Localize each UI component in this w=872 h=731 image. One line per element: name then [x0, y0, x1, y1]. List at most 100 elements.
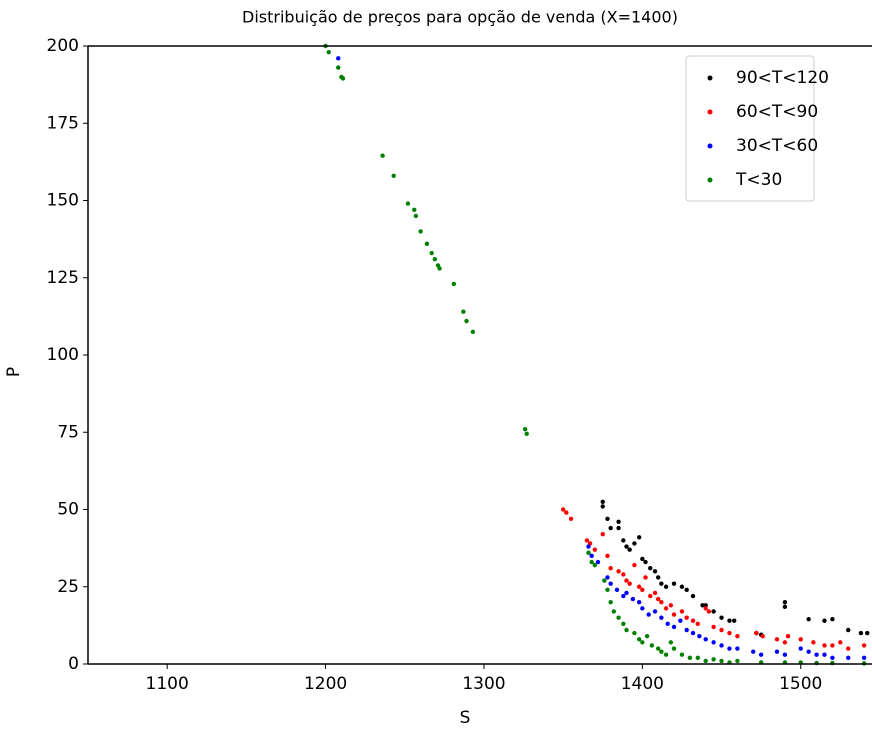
point	[611, 609, 617, 614]
y-axis-label: P	[4, 367, 24, 377]
point	[751, 649, 756, 654]
point	[846, 655, 851, 661]
legend-marker	[707, 75, 713, 81]
x-tick-label: 1100	[146, 674, 189, 694]
point	[326, 49, 331, 55]
point	[451, 281, 457, 287]
point	[340, 76, 346, 81]
point	[424, 241, 430, 246]
point	[624, 627, 629, 633]
point	[649, 643, 655, 648]
point	[632, 630, 637, 636]
point	[608, 581, 613, 586]
point	[671, 581, 677, 586]
point	[684, 587, 689, 593]
point	[432, 257, 438, 262]
point	[470, 329, 476, 335]
point	[624, 544, 629, 549]
x-tick-label: 1500	[779, 674, 822, 694]
point	[648, 593, 653, 599]
point	[624, 578, 629, 583]
point	[627, 547, 632, 552]
point	[461, 309, 466, 314]
point	[655, 575, 661, 580]
point	[616, 519, 621, 525]
point	[636, 535, 642, 540]
point	[418, 229, 423, 234]
point	[822, 618, 827, 623]
point	[624, 590, 629, 596]
point	[782, 640, 788, 645]
point	[616, 615, 621, 620]
point	[632, 541, 637, 546]
legend: 90<T<120 60<T<90 30<T<60 T<30	[685, 55, 829, 202]
point	[861, 643, 867, 648]
point	[711, 609, 716, 614]
point	[636, 637, 642, 642]
point	[589, 559, 594, 565]
point	[380, 153, 385, 158]
y-tick-label: 50	[57, 500, 79, 520]
point	[865, 630, 870, 636]
point	[659, 581, 664, 586]
chart-title: Distribuição de preços para opção de ven…	[242, 8, 678, 27]
point	[727, 630, 732, 636]
point	[679, 652, 685, 657]
point	[719, 643, 724, 648]
point	[782, 652, 788, 657]
point	[703, 606, 708, 611]
point	[703, 637, 708, 642]
point	[687, 655, 693, 661]
point	[700, 603, 705, 608]
point	[811, 640, 816, 645]
point	[719, 615, 724, 620]
y-tick-label: 150	[47, 191, 79, 211]
y-tick-label: 100	[47, 345, 79, 365]
legend-marker	[707, 177, 713, 183]
point	[735, 633, 740, 639]
point	[706, 609, 712, 614]
point	[608, 525, 613, 531]
x-axis-label: S	[460, 708, 471, 728]
y-tick-label: 175	[47, 113, 79, 133]
point	[711, 624, 716, 630]
point	[711, 640, 716, 645]
point	[336, 65, 341, 70]
point	[655, 646, 661, 651]
point	[846, 646, 851, 651]
point	[405, 201, 411, 206]
point	[564, 510, 569, 515]
point	[522, 426, 528, 432]
legend-label: 30<T<60	[736, 136, 818, 156]
y-tick-label: 200	[47, 36, 79, 56]
point	[830, 655, 835, 661]
point	[524, 431, 529, 436]
point	[605, 575, 610, 580]
point	[697, 633, 702, 639]
point	[806, 616, 811, 622]
point	[621, 593, 626, 599]
point	[336, 56, 341, 61]
point	[429, 250, 434, 256]
point	[437, 266, 442, 271]
point	[659, 615, 664, 620]
legend-box	[685, 55, 815, 202]
legend-marker	[707, 109, 713, 115]
point	[679, 584, 685, 589]
point	[798, 646, 803, 651]
point	[830, 643, 835, 648]
point	[782, 600, 788, 605]
point	[735, 646, 740, 651]
point	[592, 547, 598, 552]
point	[652, 609, 658, 614]
point	[679, 609, 685, 614]
point	[621, 538, 626, 543]
point	[655, 596, 661, 602]
point	[636, 600, 642, 605]
point	[632, 562, 637, 568]
point	[391, 173, 396, 178]
point	[643, 559, 648, 565]
legend-marker	[707, 143, 713, 149]
point	[608, 566, 613, 571]
point	[412, 207, 417, 212]
